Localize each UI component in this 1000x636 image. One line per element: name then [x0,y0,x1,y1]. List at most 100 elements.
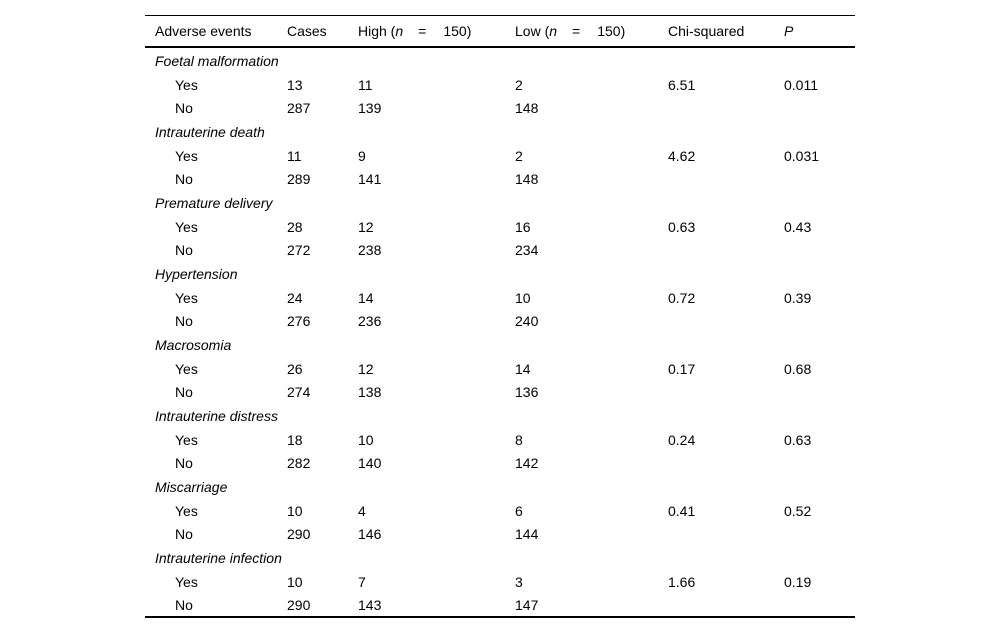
cell-cases: 11 [287,147,302,164]
event-group: Miscarriage Yes 10 4 6 0.41 0.52 No 290 … [145,474,855,545]
low-n-value: 150) [597,23,626,39]
table-row: Yes 28 12 16 0.63 0.43 [145,215,855,238]
cell-chi-squared: 1.66 [668,573,696,590]
cell-cases: 276 [287,312,311,329]
cell-low: 8 [515,431,523,448]
cell-answer: Yes [175,431,198,448]
group-name: Intrauterine infection [155,549,282,566]
group-header-row: Intrauterine distress [145,403,855,428]
cell-p-value: 0.011 [784,76,818,93]
cell-low: 14 [515,360,531,377]
group-header-row: Premature delivery [145,190,855,215]
table-row: No 276 236 240 [145,309,855,332]
cell-p-value: 0.52 [784,502,812,519]
group-name: Hypertension [155,265,238,282]
cell-high: 143 [358,596,382,613]
cell-high: 11 [358,76,373,93]
col-header-cases: Cases [287,23,327,39]
cell-answer: No [175,383,193,400]
col-header-high: High (n = 150) [358,23,515,39]
cell-p-value: 0.63 [784,431,812,448]
table-row: Yes 10 4 6 0.41 0.52 [145,499,855,522]
cell-cases: 287 [287,99,311,116]
cell-cases: 13 [287,76,303,93]
table-row: Yes 24 14 10 0.72 0.39 [145,286,855,309]
event-group: Intrauterine distress Yes 18 10 8 0.24 0… [145,403,855,474]
high-n-value: 150) [443,23,472,39]
cell-low: 2 [515,76,523,93]
low-n-symbol: n [549,23,558,39]
table-row: Yes 10 7 3 1.66 0.19 [145,570,855,593]
cell-high: 12 [358,360,374,377]
group-name: Intrauterine death [155,123,265,140]
cell-chi-squared: 0.63 [668,218,696,235]
event-group: Macrosomia Yes 26 12 14 0.17 0.68 No 274… [145,332,855,403]
cell-answer: Yes [175,218,198,235]
group-name: Premature delivery [155,194,273,211]
cell-p-value: 0.031 [784,147,820,164]
cell-answer: No [175,525,193,542]
table-row: No 289 141 148 [145,167,855,190]
cell-low: 136 [515,383,539,400]
cell-cases: 26 [287,360,303,377]
group-header-row: Macrosomia [145,332,855,357]
event-group: Foetal malformation Yes 13 11 2 6.51 0.0… [145,48,855,119]
cell-cases: 10 [287,502,303,519]
table-row: Yes 13 11 2 6.51 0.011 [145,73,855,96]
cell-high: 138 [358,383,382,400]
cell-p-value: 0.39 [784,289,812,306]
cell-cases: 282 [287,454,311,471]
cell-high: 146 [358,525,382,542]
col-header-p: P [784,23,794,39]
cell-high: 12 [358,218,374,235]
high-n-symbol: n [395,23,404,39]
cell-high: 238 [358,241,382,258]
cell-answer: No [175,241,193,258]
cell-p-value: 0.68 [784,360,812,377]
header-row: Adverse events Cases High (n = 150) Low (n… [145,16,855,48]
cell-chi-squared: 6.51 [668,76,696,93]
event-group: Hypertension Yes 24 14 10 0.72 0.39 No 2… [145,261,855,332]
cell-answer: No [175,454,193,471]
table-row: Yes 11 9 2 4.62 0.031 [145,144,855,167]
cell-low: 240 [515,312,539,329]
table-row: No 282 140 142 [145,451,855,474]
cell-high: 14 [358,289,374,306]
cell-cases: 272 [287,241,311,258]
cell-answer: No [175,170,193,187]
cell-low: 234 [515,241,539,258]
table-row: No 272 238 234 [145,238,855,261]
cell-high: 141 [358,170,382,187]
cell-low: 3 [515,573,523,590]
cell-chi-squared: 0.24 [668,431,696,448]
event-group: Intrauterine infection Yes 10 7 3 1.66 0… [145,545,855,616]
table-row: Yes 26 12 14 0.17 0.68 [145,357,855,380]
high-equals: = [418,23,427,39]
cell-high: 236 [358,312,382,329]
cell-cases: 289 [287,170,311,187]
low-equals: = [572,23,581,39]
cell-high: 9 [358,147,366,164]
cell-high: 4 [358,502,366,519]
cell-p-value: 0.43 [784,218,812,235]
cell-answer: Yes [175,76,198,93]
cell-answer: Yes [175,502,198,519]
cell-chi-squared: 0.17 [668,360,696,377]
cell-low: 144 [515,525,539,542]
cell-answer: No [175,99,193,116]
group-header-row: Foetal malformation [145,48,855,73]
table-row: No 290 146 144 [145,522,855,545]
event-group: Intrauterine death Yes 11 9 2 4.62 0.031… [145,119,855,190]
col-header-chi-squared: Chi-squared [668,23,745,39]
group-header-row: Miscarriage [145,474,855,499]
table-row: No 290 143 147 [145,593,855,616]
cell-chi-squared: 0.41 [668,502,696,519]
cell-cases: 18 [287,431,303,448]
cell-answer: Yes [175,573,198,590]
cell-high: 10 [358,431,374,448]
cell-cases: 290 [287,525,311,542]
low-prefix: Low ( [515,23,550,39]
group-name: Miscarriage [155,478,228,495]
cell-p-value: 0.19 [784,573,812,590]
